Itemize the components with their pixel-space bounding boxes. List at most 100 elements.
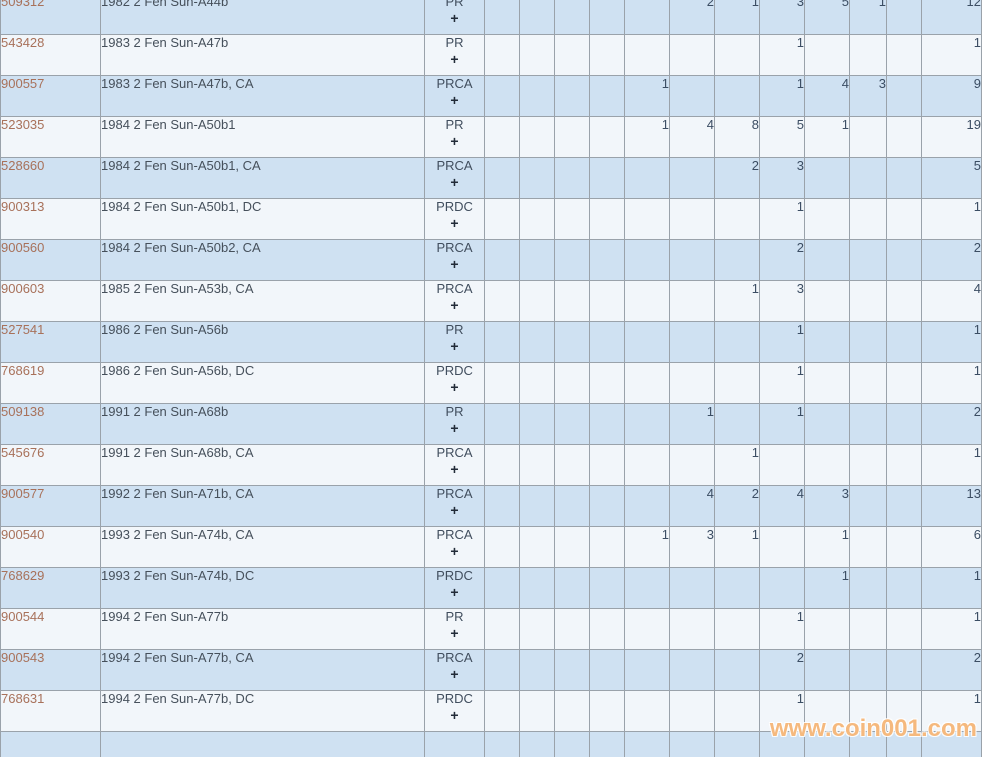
- grade-count-cell: [519, 34, 555, 76]
- expand-plus-button[interactable]: +: [450, 297, 459, 313]
- grade-count-cell: [714, 198, 760, 240]
- coin-description: 1994 2 Fen Sun-A77b: [100, 608, 425, 650]
- expand-plus-button[interactable]: +: [450, 543, 459, 559]
- grade-count-cell: [484, 403, 520, 445]
- total-count-cell: 13: [921, 485, 982, 527]
- grade-count-cell: [519, 690, 555, 732]
- grade-count-cell: 4: [759, 485, 805, 527]
- coin-id-link[interactable]: 900544: [0, 608, 101, 650]
- expand-plus-button[interactable]: +: [450, 174, 459, 190]
- expand-plus-button[interactable]: +: [450, 420, 459, 436]
- coin-id-link[interactable]: 900603: [0, 280, 101, 322]
- coin-id-link[interactable]: 900577: [0, 485, 101, 527]
- grade-count-cell: [589, 198, 625, 240]
- total-count-cell: 1: [921, 567, 982, 609]
- coin-id-link[interactable]: 900557: [0, 75, 101, 117]
- grade-code: PR: [445, 0, 464, 9]
- grade-code: PRCA: [436, 240, 473, 256]
- grade-count-cell: [886, 157, 922, 199]
- coin-description: 1993 2 Fen Sun-A74b, DC: [100, 567, 425, 609]
- grade-count-cell: [484, 690, 520, 732]
- grade-count-cell: [519, 0, 555, 35]
- coin-id-link[interactable]: 523035: [0, 116, 101, 158]
- coin-id-link[interactable]: 527541: [0, 321, 101, 363]
- coin-id-link[interactable]: 900543: [0, 649, 101, 691]
- expand-plus-button[interactable]: +: [450, 502, 459, 518]
- grade-count-cell: [886, 690, 922, 732]
- coin-description: 1992 2 Fen Sun-A71b, CA: [100, 485, 425, 527]
- total-count-cell: 1: [921, 34, 982, 76]
- grade-count-cell: [554, 526, 590, 568]
- grade-count-cell: [624, 690, 670, 732]
- grade-count-cell: [624, 608, 670, 650]
- expand-plus-button[interactable]: +: [450, 666, 459, 682]
- coin-id-link[interactable]: 509138: [0, 403, 101, 445]
- grade-count-cell: [804, 608, 850, 650]
- total-count-cell: [921, 731, 982, 757]
- coin-id-link[interactable]: 900560: [0, 239, 101, 281]
- coin-id-link[interactable]: 768629: [0, 567, 101, 609]
- grade-count-cell: [714, 239, 760, 281]
- expand-plus-button[interactable]: +: [450, 338, 459, 354]
- grade-cell: PRCA +: [424, 157, 485, 199]
- grade-count-cell: [714, 34, 760, 76]
- coin-id-link[interactable]: [0, 731, 101, 757]
- coin-id-link[interactable]: 900313: [0, 198, 101, 240]
- grade-count-cell: [804, 444, 850, 486]
- grade-code: PRCA: [436, 486, 473, 502]
- coin-description: 1993 2 Fen Sun-A74b, CA: [100, 526, 425, 568]
- coin-id-link[interactable]: 545676: [0, 444, 101, 486]
- coin-description: 1994 2 Fen Sun-A77b, CA: [100, 649, 425, 691]
- total-count-cell: 2: [921, 649, 982, 691]
- expand-plus-button[interactable]: +: [450, 461, 459, 477]
- grade-count-cell: [886, 198, 922, 240]
- expand-plus-button[interactable]: +: [450, 625, 459, 641]
- grade-code: PRCA: [436, 76, 473, 92]
- expand-plus-button[interactable]: +: [450, 707, 459, 723]
- grade-count-cell: [554, 0, 590, 35]
- grade-count-cell: [849, 157, 887, 199]
- expand-plus-button[interactable]: +: [450, 51, 459, 67]
- table-row: 900560 1984 2 Fen Sun-A50b2, CA PRCA +2 2: [0, 239, 982, 281]
- grade-cell: PRCA +: [424, 280, 485, 322]
- grade-count-cell: 3: [849, 75, 887, 117]
- expand-plus-button[interactable]: +: [450, 256, 459, 272]
- grade-count-cell: [669, 649, 715, 691]
- expand-plus-button[interactable]: +: [450, 584, 459, 600]
- grade-count-cell: [554, 403, 590, 445]
- grade-count-cell: 4: [669, 116, 715, 158]
- grade-count-cell: [886, 403, 922, 445]
- table-row-partial: [0, 731, 982, 757]
- coin-id-link[interactable]: 900540: [0, 526, 101, 568]
- grade-count-cell: [589, 75, 625, 117]
- grade-count-cell: [484, 34, 520, 76]
- coin-id-link[interactable]: 768619: [0, 362, 101, 404]
- grade-count-cell: 8: [714, 116, 760, 158]
- coin-id-link[interactable]: 528660: [0, 157, 101, 199]
- grade-cell: PR +: [424, 321, 485, 363]
- grade-count-cell: [484, 608, 520, 650]
- grade-code: PRCA: [436, 281, 473, 297]
- expand-plus-button[interactable]: +: [450, 92, 459, 108]
- grade-count-cell: [669, 608, 715, 650]
- grade-count-cell: [804, 649, 850, 691]
- grade-count-cell: 2: [759, 649, 805, 691]
- expand-plus-button[interactable]: +: [450, 215, 459, 231]
- grade-count-cell: [849, 526, 887, 568]
- grade-count-cell: [589, 157, 625, 199]
- grade-count-cell: [804, 690, 850, 732]
- coin-id-link[interactable]: 509312: [0, 0, 101, 35]
- expand-plus-button[interactable]: +: [450, 133, 459, 149]
- grade-count-cell: [669, 321, 715, 363]
- coin-id-link[interactable]: 768631: [0, 690, 101, 732]
- table-row: 900557 1983 2 Fen Sun-A47b, CA PRCA +1 1 4 3 9: [0, 75, 982, 117]
- expand-plus-button[interactable]: +: [450, 379, 459, 395]
- total-count-cell: 1: [921, 444, 982, 486]
- grade-count-cell: [624, 649, 670, 691]
- grade-cell: PR +: [424, 403, 485, 445]
- coin-id-link[interactable]: 543428: [0, 34, 101, 76]
- grade-count-cell: [589, 649, 625, 691]
- grade-count-cell: [589, 444, 625, 486]
- expand-plus-button[interactable]: +: [450, 10, 459, 26]
